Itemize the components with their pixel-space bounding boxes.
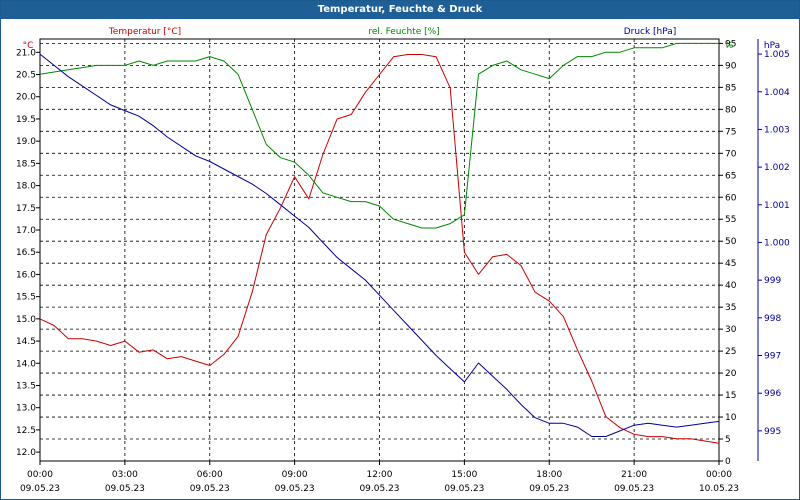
temperature-unit: °C xyxy=(23,41,34,51)
pressure-tick-label: 999 xyxy=(764,276,781,286)
time-tick-label: 03:00 xyxy=(112,470,138,480)
temp-tick-label: 21.0 xyxy=(16,48,36,58)
time-tick-label: 12:00 xyxy=(367,470,393,480)
temp-tick-label: 20.5 xyxy=(16,71,36,81)
pressure-tick-label: 1.000 xyxy=(764,238,790,248)
date-tick-label: 09.05.23 xyxy=(20,484,60,494)
pressure-tick-label: 995 xyxy=(764,427,781,437)
humidity-axis: 0 5 10 15 20 25 30 35 40 45 50 55 60 65 70 75 80 85 90 95 xyxy=(719,39,737,467)
humidity-tick-label: 0 xyxy=(725,457,731,467)
temp-tick-label: 13.0 xyxy=(16,404,36,414)
temp-tick-label: 16.0 xyxy=(16,270,36,280)
time-tick-label: 21:00 xyxy=(621,470,647,480)
humidity-tick-label: 85 xyxy=(725,83,736,93)
date-tick-label: 09.05.23 xyxy=(359,484,399,494)
time-tick-label: 15:00 xyxy=(451,470,477,480)
grid xyxy=(40,39,719,462)
humidity-tick-label: 20 xyxy=(725,369,737,379)
pressure-tick-label: 1.004 xyxy=(764,88,790,98)
temp-tick-label: 18.5 xyxy=(16,159,36,169)
humidity-tick-label: 15 xyxy=(725,391,736,401)
date-tick-label: 09.05.23 xyxy=(105,484,145,494)
pressure-series-line xyxy=(39,53,720,437)
humidity-tick-label: 90 xyxy=(725,61,737,71)
humidity-tick-label: 5 xyxy=(725,435,731,445)
temp-tick-label: 15.5 xyxy=(16,293,36,303)
humidity-tick-label: 30 xyxy=(725,325,737,335)
humidity-tick-label: 75 xyxy=(725,127,736,137)
date-tick-label: 09.05.23 xyxy=(275,484,315,494)
temp-tick-label: 14.0 xyxy=(16,359,36,369)
humidity-unit: % xyxy=(725,41,734,51)
humidity-series-line xyxy=(39,42,719,229)
time-tick-label: 09:00 xyxy=(282,470,308,480)
temp-tick-label: 18.0 xyxy=(16,182,36,192)
humidity-tick-label: 70 xyxy=(725,149,737,159)
temperature-series-line xyxy=(39,54,720,444)
time-axis: 00:00 09.05.23 03:00 09.05.23 06:00 09.05.23 0… xyxy=(20,461,739,494)
pressure-axis: 995 996 997 998 999 1.000 1.001 1.002 1.003 1.004… xyxy=(757,39,790,461)
pressure-tick-label: 997 xyxy=(764,352,781,362)
temp-tick-label: 19.0 xyxy=(16,137,36,147)
humidity-tick-label: 25 xyxy=(725,347,736,357)
pressure-tick-label: 1.005 xyxy=(764,50,790,60)
humidity-tick-label: 55 xyxy=(725,215,736,225)
temp-tick-label: 20.0 xyxy=(16,93,36,103)
date-tick-label: 09.05.23 xyxy=(529,484,569,494)
pressure-unit: hPa xyxy=(764,41,780,51)
temp-tick-label: 16.5 xyxy=(16,248,36,258)
pressure-tick-label: 996 xyxy=(764,389,781,399)
window-title: Temperatur, Feuchte & Druck xyxy=(1,1,799,19)
temp-tick-label: 17.5 xyxy=(16,204,36,214)
humidity-tick-label: 60 xyxy=(725,193,737,203)
humidity-tick-label: 95 xyxy=(725,39,736,49)
date-tick-label: 09.05.23 xyxy=(614,484,654,494)
date-tick-label: 09.05.23 xyxy=(190,484,230,494)
pressure-tick-label: 1.002 xyxy=(764,163,790,173)
series-layer xyxy=(39,42,720,444)
pressure-tick-label: 1.001 xyxy=(764,201,790,211)
temperature-axis-title: Temperatur [°C] xyxy=(108,27,181,37)
temp-tick-label: 19.5 xyxy=(16,115,36,125)
temp-tick-label: 12.0 xyxy=(16,448,36,458)
temp-tick-label: 15.0 xyxy=(16,315,36,325)
temp-tick-label: 17.0 xyxy=(16,226,36,236)
axis-headers: Temperatur [°C] rel. Feuchte [%] Druck [hP… xyxy=(23,27,781,51)
temp-tick-label: 14.5 xyxy=(16,337,36,347)
pressure-tick-label: 998 xyxy=(764,314,781,324)
time-tick-label: 06:00 xyxy=(197,470,223,480)
humidity-tick-label: 50 xyxy=(725,237,737,247)
humidity-tick-label: 10 xyxy=(725,413,737,423)
temp-tick-label: 13.5 xyxy=(16,381,36,391)
humidity-tick-label: 35 xyxy=(725,303,736,313)
time-tick-label: 18:00 xyxy=(536,470,562,480)
humidity-tick-label: 65 xyxy=(725,171,736,181)
humidity-tick-label: 80 xyxy=(725,105,737,115)
time-tick-label: 00:00 xyxy=(706,470,732,480)
time-tick-label: 00:00 xyxy=(27,470,53,480)
temperature-axis: 12.0 12.5 13.0 13.5 14.0 14.5 15.0 15.5 16.0 16.5… xyxy=(16,48,40,458)
humidity-axis-title: rel. Feuchte [%] xyxy=(368,27,439,37)
humidity-tick-label: 45 xyxy=(725,259,736,269)
pressure-axis-title: Druck [hPa] xyxy=(624,27,677,37)
pressure-tick-label: 1.003 xyxy=(764,125,790,135)
humidity-tick-label: 40 xyxy=(725,281,737,291)
date-tick-label: 09.05.23 xyxy=(444,484,484,494)
date-tick-label: 10.05.23 xyxy=(699,484,739,494)
temp-tick-label: 12.5 xyxy=(16,426,36,436)
